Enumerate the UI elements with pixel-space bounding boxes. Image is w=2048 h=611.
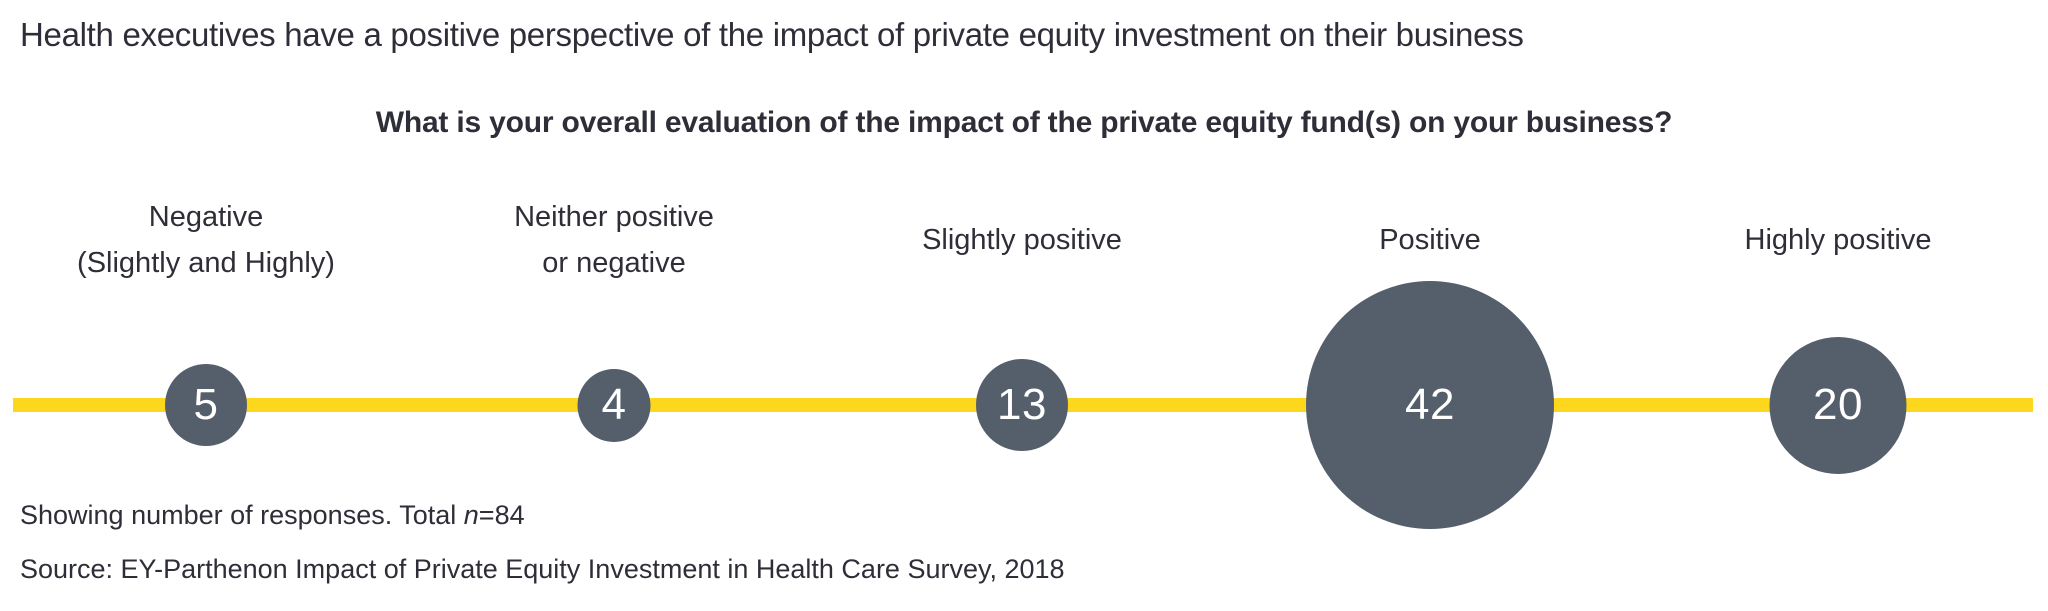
category-label: Neither positive or negative <box>410 185 818 295</box>
response-bubble: 5 <box>165 364 247 446</box>
chart-question-title: What is your overall evaluation of the i… <box>375 106 1673 139</box>
category-label-line: Highly positive <box>1744 224 1932 256</box>
response-bubble: 42 <box>1306 281 1554 529</box>
source-note: Source: EY-Parthenon Impact of Private E… <box>20 554 1065 584</box>
chart-note: Showing number of responses. Total n=84 <box>20 500 525 531</box>
response-count: 4 <box>601 380 627 429</box>
chart-note-prefix: Showing number of responses. Total <box>20 500 464 530</box>
category-columns: Negative (Slightly and Highly) 5 Neither po… <box>2 185 2042 535</box>
category-column: Slightly positive 13 <box>818 185 1226 535</box>
category-label: Slightly positive <box>818 185 1226 295</box>
chart-note-suffix: =84 <box>478 500 525 530</box>
response-bubble: 20 <box>1769 336 1907 474</box>
category-label: Highly positive <box>1634 185 2042 295</box>
category-label-line: (Slightly and Highly) <box>77 247 335 279</box>
category-column: Neither positive or negative 4 <box>410 185 818 535</box>
response-count: 42 <box>1405 380 1455 429</box>
response-bubble: 4 <box>577 368 651 442</box>
category-label-line: Negative <box>148 201 264 233</box>
category-label-line: Positive <box>1379 224 1481 256</box>
category-column: Highly positive 20 <box>1634 185 2042 535</box>
response-count: 13 <box>997 380 1047 429</box>
category-column: Negative (Slightly and Highly) 5 <box>2 185 410 535</box>
category-label-line: Neither positive <box>514 201 714 233</box>
page-title: Health executives have a positive perspe… <box>20 16 1524 53</box>
category-label-line: Slightly positive <box>922 224 1122 256</box>
category-label-line: or negative <box>542 247 686 279</box>
response-bubble: 13 <box>976 359 1068 451</box>
category-label: Negative (Slightly and Highly) <box>2 185 410 295</box>
chart-note-n-symbol: n <box>463 500 479 530</box>
bubble-chart: Negative (Slightly and Highly) 5 Neither po… <box>2 185 2042 535</box>
response-count: 20 <box>1813 380 1863 429</box>
category-column: Positive 42 <box>1226 185 1634 535</box>
category-label: Positive <box>1226 185 1634 295</box>
response-count: 5 <box>193 380 219 429</box>
